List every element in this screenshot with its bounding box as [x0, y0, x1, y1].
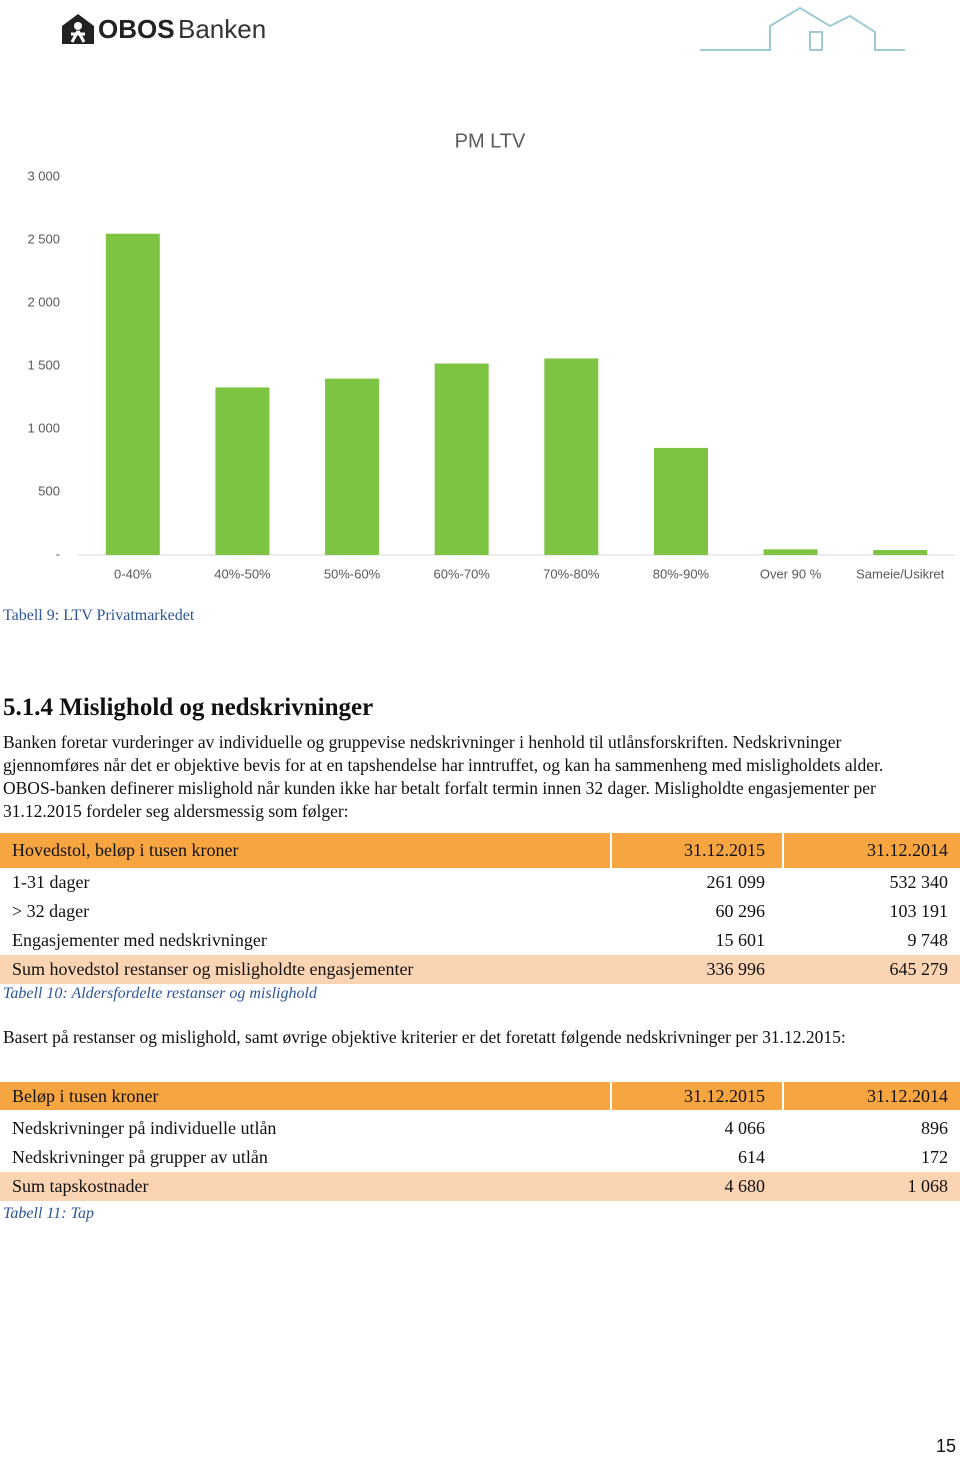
- table-row: 1-31 dager 261 099 532 340: [0, 868, 960, 897]
- table-header: Hovedstol, beløp i tusen kroner 31.12.201…: [0, 833, 960, 868]
- table-cell: 1 068: [907, 1176, 949, 1196]
- table-cell: 15 601: [715, 930, 766, 950]
- table-row: Nedskrivninger på grupper av utlån 614 172: [0, 1143, 960, 1172]
- table-header: Beløp i tusen kroner 31.12.2015 31.12.2014: [0, 1082, 960, 1110]
- table-caption: Tabell 11: Tap: [3, 1205, 94, 1222]
- page-number: 15: [935, 1436, 956, 1456]
- bar: [215, 387, 270, 555]
- table-cell: 4 066: [724, 1118, 766, 1138]
- table-cell: 60 296: [715, 901, 766, 921]
- x-tick-label: 80%-90%: [653, 566, 710, 581]
- bar: [544, 358, 599, 555]
- header-divider: [782, 833, 784, 868]
- sum-row: Sum tapskostnader 4 680 1 068: [0, 1172, 960, 1201]
- sum-row: Sum hovedstol restanser og misligholdte …: [0, 955, 960, 984]
- bar: [653, 447, 708, 555]
- logo-text: Banken: [178, 14, 267, 44]
- table-cell: 4 680: [724, 1176, 766, 1196]
- paragraph: Banken foretar vurderinger av individuel…: [3, 732, 884, 821]
- y-tick-label: 500: [38, 483, 60, 498]
- header-cell: 31.12.2014: [867, 840, 948, 860]
- bar: [325, 378, 380, 555]
- x-tick-label: Over 90 %: [760, 566, 822, 581]
- chart-caption: Tabell 9: LTV Privatmarkedet: [3, 607, 195, 624]
- x-tick-label: Sameie/Usikret: [856, 566, 945, 581]
- y-tick-label: 3 000: [27, 168, 60, 183]
- bar: [873, 549, 928, 555]
- header-cell: Beløp i tusen kroner: [12, 1086, 159, 1106]
- header-divider: [782, 1082, 784, 1110]
- y-tick-label: 1 000: [27, 420, 60, 435]
- table-cell: > 32 dager: [12, 901, 90, 921]
- table-cell: 9 748: [907, 930, 949, 950]
- table-cell: Sum hovedstol restanser og misligholdte …: [12, 959, 414, 979]
- table-cell: Sum tapskostnader: [12, 1176, 149, 1196]
- table-row: Engasjementer med nedskrivninger 15 601 9 …: [0, 926, 960, 955]
- section-heading: 5.1.4 Mislighold og nedskrivninger: [3, 694, 374, 721]
- x-tick-label: 0-40%: [114, 566, 152, 581]
- table-cell: 336 996: [706, 959, 766, 979]
- table-row: Nedskrivninger på individuelle utlån 4 06…: [0, 1114, 960, 1143]
- paragraph: Basert på restanser og mislighold, samt …: [3, 1027, 846, 1047]
- table-caption: Tabell 10: Aldersfordelte restanser og m…: [3, 985, 317, 1002]
- chart-title: PM LTV: [455, 130, 526, 152]
- header-divider: [610, 1082, 612, 1110]
- table-cell: Nedskrivninger på grupper av utlån: [12, 1147, 268, 1167]
- bar: [105, 233, 160, 555]
- table-cell: 172: [921, 1147, 948, 1167]
- header-graphic: [700, 6, 905, 51]
- table-cell: 532 340: [889, 872, 949, 892]
- x-tick-label: 60%-70%: [434, 566, 491, 581]
- bar: [434, 363, 489, 555]
- header-cell: Hovedstol, beløp i tusen kroner: [12, 840, 239, 860]
- table-row: > 32 dager 60 296 103 191: [0, 897, 960, 926]
- header-cell: 31.12.2014: [867, 1086, 948, 1106]
- table-cell: Engasjementer med nedskrivninger: [12, 930, 267, 950]
- table-cell: 1-31 dager: [12, 872, 90, 892]
- bar: [763, 549, 818, 555]
- logo-bold: OBOS: [98, 14, 175, 44]
- x-tick-label: 40%-50%: [214, 566, 271, 581]
- table-cell: 261 099: [706, 872, 766, 892]
- header-cell: 31.12.2015: [684, 840, 765, 860]
- header-cell: 31.12.2015: [684, 1086, 765, 1106]
- header-divider: [610, 833, 612, 868]
- y-tick-label: 2 500: [27, 231, 60, 246]
- table-cell: 896: [921, 1118, 948, 1138]
- chart: PM LTV - 500 1 000 1 500 2 000 2 500 3 000 0-40…: [27, 130, 955, 581]
- y-tick-label: 1 500: [27, 357, 60, 372]
- table-cell: Nedskrivninger på individuelle utlån: [12, 1118, 277, 1138]
- x-tick-label: 70%-80%: [543, 566, 600, 581]
- table-cell: 645 279: [889, 959, 949, 979]
- table-cell: 103 191: [889, 901, 949, 921]
- y-tick-label: 2 000: [27, 294, 60, 309]
- x-tick-label: 50%-60%: [324, 566, 381, 581]
- logo-icon: [62, 14, 94, 44]
- table-cell: 614: [738, 1147, 765, 1167]
- y-tick-label: -: [56, 546, 60, 561]
